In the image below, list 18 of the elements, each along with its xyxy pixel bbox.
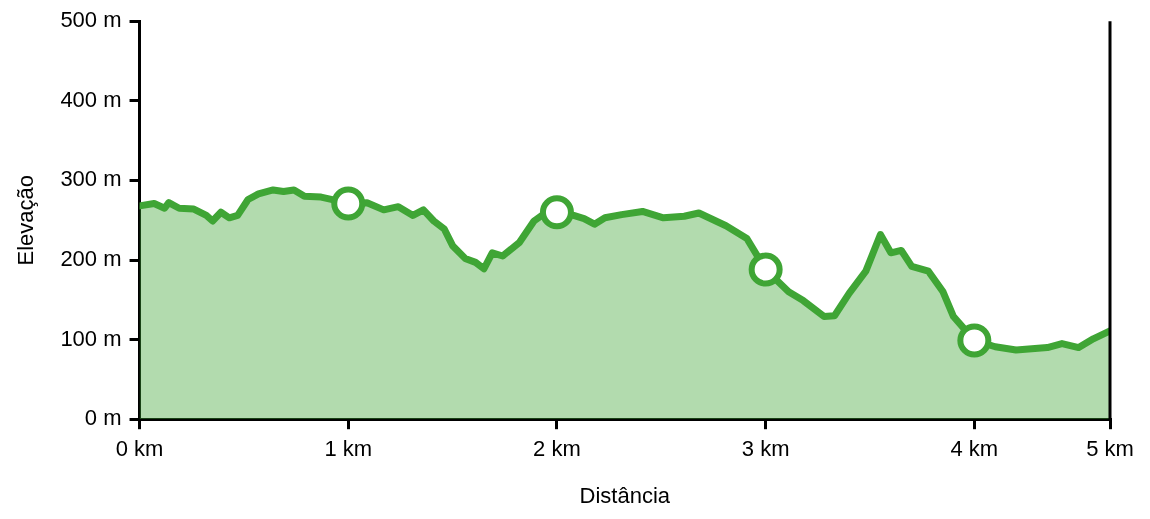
x-tick-label: 5 km — [1086, 436, 1134, 462]
point — [539, 195, 574, 230]
x-tick-label: 3 km — [741, 436, 790, 462]
y-tick-label: 400 m — [60, 86, 122, 112]
x-tick-label: 1 km — [324, 436, 373, 462]
y-tick-label: 0 m — [84, 405, 122, 431]
x-tick-label: 0 km — [115, 436, 164, 462]
y-tick-label: 100 m — [60, 325, 122, 351]
point — [957, 323, 992, 358]
y-axis-title: Elevação — [13, 174, 39, 266]
y-tick-label: 300 m — [60, 166, 122, 192]
point — [331, 186, 366, 221]
x-tick-label: 2 km — [533, 436, 581, 462]
x-axis-title: Distância — [579, 482, 671, 508]
y-tick-label: 200 m — [60, 246, 122, 272]
y-tick-label: 500 m — [60, 7, 122, 33]
x-tick-label: 4 km — [950, 436, 999, 462]
point — [748, 252, 783, 287]
